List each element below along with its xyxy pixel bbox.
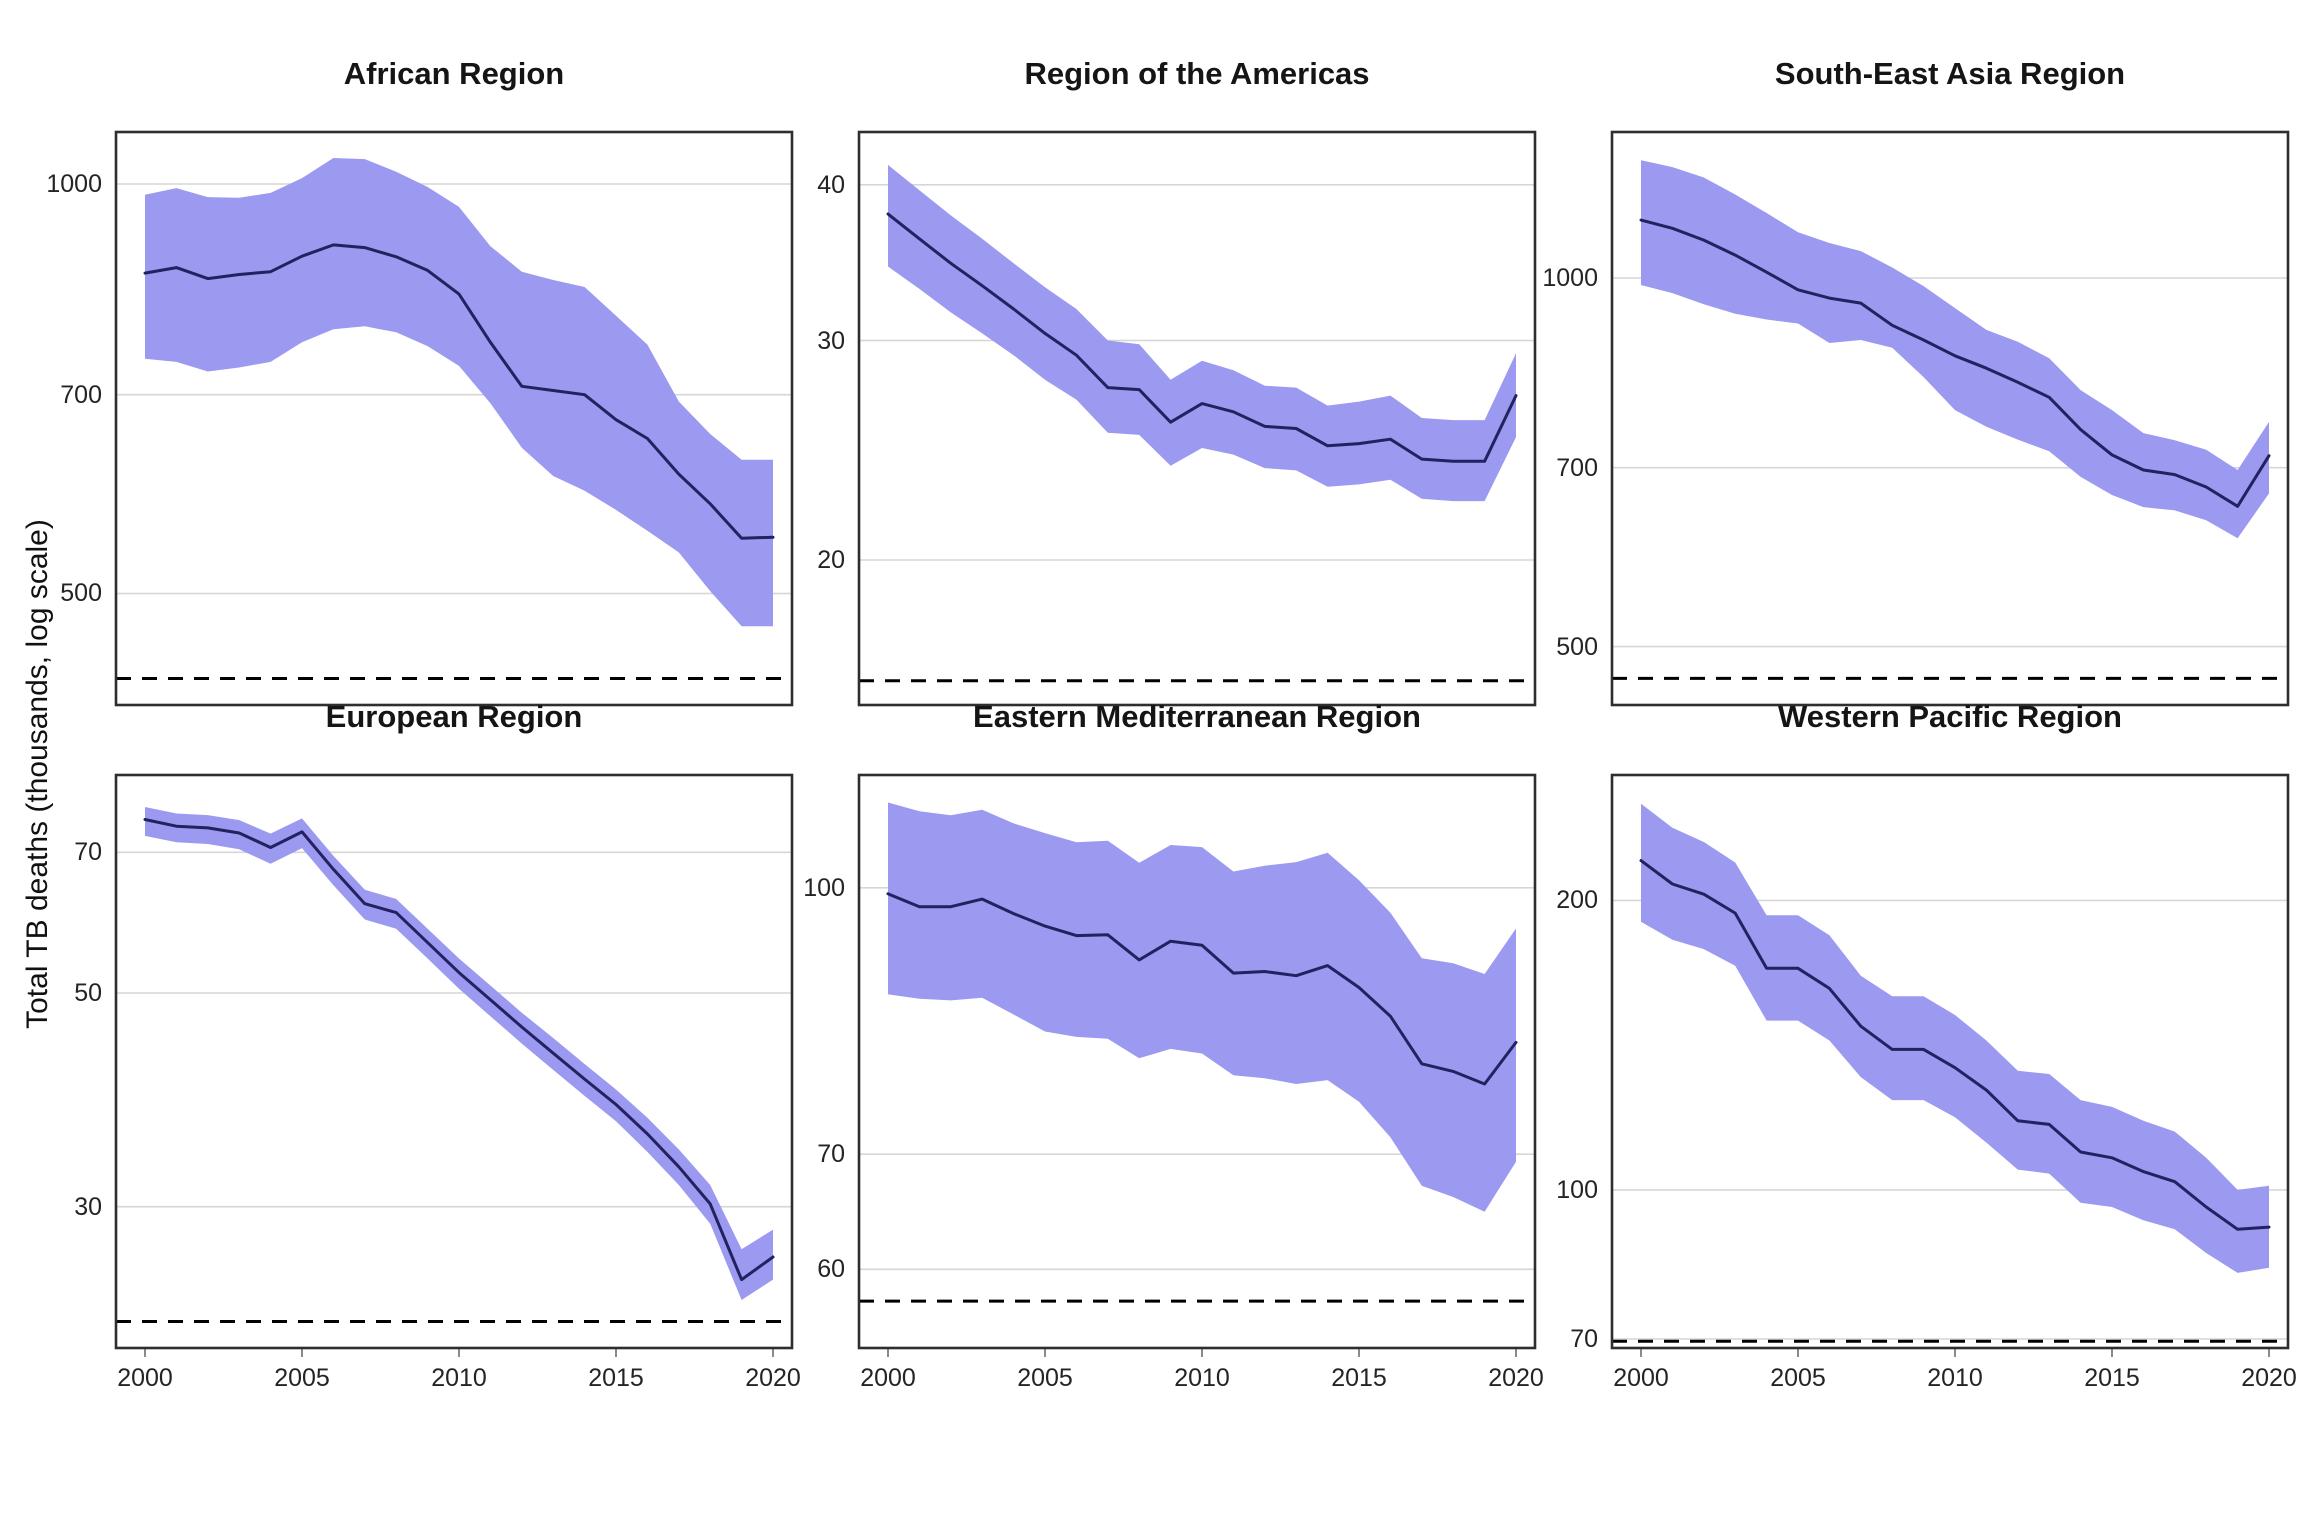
panel-title: Region of the Americas bbox=[1024, 56, 1370, 91]
panel-title: European Region bbox=[325, 699, 583, 734]
x-tick-label: 2000 bbox=[1613, 1364, 1669, 1392]
y-tick-label: 700 bbox=[60, 380, 102, 409]
facet-svg bbox=[857, 773, 1537, 1357]
panel-border bbox=[1610, 773, 2290, 1350]
panel-title: Eastern Mediterranean Region bbox=[973, 699, 1421, 734]
x-tick-label: 2005 bbox=[274, 1364, 330, 1392]
plot-area-south-east-asia-region bbox=[1610, 130, 2290, 707]
y-tick-label: 1000 bbox=[1542, 264, 1598, 293]
y-tick-label: 20 bbox=[817, 546, 845, 574]
panel-border bbox=[857, 130, 1537, 707]
uncertainty-ribbon bbox=[1641, 160, 2269, 539]
panel-african-region: African Region 1000 700 500 bbox=[46, 56, 794, 707]
y-tick-label: 30 bbox=[74, 1192, 102, 1221]
panel-border bbox=[1610, 130, 2290, 707]
facet-svg bbox=[1610, 130, 2290, 707]
y-tick-label: 1000 bbox=[46, 169, 102, 198]
x-tick-label: 2015 bbox=[1331, 1364, 1387, 1392]
facet-svg bbox=[114, 773, 794, 1357]
panel-eastern-mediterranean-region: Eastern Mediterranean Region 100 70 60 2000… bbox=[803, 699, 1544, 1392]
y-tick-label: 100 bbox=[803, 873, 845, 902]
mean-line bbox=[1639, 218, 2271, 508]
x-tick-label: 2005 bbox=[1770, 1364, 1826, 1392]
y-tick-label: 40 bbox=[817, 170, 845, 199]
mean-line bbox=[886, 892, 1518, 1086]
x-tick-label: 2020 bbox=[745, 1364, 801, 1392]
y-tick-label: 60 bbox=[817, 1255, 845, 1284]
x-tick-label: 2010 bbox=[1927, 1364, 1983, 1392]
uncertainty-ribbon bbox=[145, 158, 773, 627]
x-tick-label: 2015 bbox=[2084, 1364, 2140, 1392]
plot-area-european-region bbox=[114, 773, 794, 1357]
plot-area-western-pacific-region bbox=[1610, 773, 2290, 1357]
x-tick-label: 2005 bbox=[1017, 1364, 1073, 1392]
x-tick-label: 2015 bbox=[588, 1364, 644, 1392]
y-tick-label: 70 bbox=[74, 838, 102, 867]
panel-title: Western Pacific Region bbox=[1778, 699, 2122, 734]
x-tick-label: 2020 bbox=[2241, 1364, 2297, 1392]
x-tick-label: 2000 bbox=[117, 1364, 173, 1392]
x-tick-label: 2010 bbox=[1174, 1364, 1230, 1392]
facet-svg bbox=[1610, 773, 2290, 1357]
uncertainty-ribbon bbox=[145, 807, 773, 1300]
mean-line bbox=[1639, 859, 2271, 1231]
mean-line bbox=[143, 243, 775, 540]
panel-south-east-asia-region: South-East Asia Region 1000 700 500 bbox=[1542, 56, 2290, 707]
mean-line bbox=[886, 212, 1518, 463]
facet-svg bbox=[114, 130, 794, 707]
facet-svg bbox=[857, 130, 1537, 707]
panel-western-pacific-region: Western Pacific Region 200 100 70 2000 2005 2… bbox=[1556, 699, 2297, 1392]
x-tick-label: 2000 bbox=[860, 1364, 916, 1392]
mean-line bbox=[143, 818, 775, 1282]
panel-title: South-East Asia Region bbox=[1774, 56, 2126, 91]
panel-border bbox=[114, 773, 794, 1350]
plot-area-eastern-mediterranean-region bbox=[857, 773, 1537, 1357]
plot-area-region-of-the-americas bbox=[857, 130, 1537, 707]
y-axis-label: Total TB deaths (thousands, log scale) bbox=[21, 519, 54, 1029]
panel-european-region: European Region 70 50 30 2000 2005 2010 2015 20… bbox=[74, 699, 801, 1392]
y-tick-label: 700 bbox=[1556, 453, 1598, 482]
uncertainty-ribbon bbox=[1641, 803, 2269, 1273]
y-tick-label: 30 bbox=[817, 326, 845, 355]
plot-area-african-region bbox=[114, 130, 794, 707]
y-tick-label: 70 bbox=[817, 1140, 845, 1169]
panel-border bbox=[857, 773, 1537, 1350]
y-tick-label: 70 bbox=[1570, 1324, 1598, 1353]
uncertainty-ribbon bbox=[888, 802, 1516, 1212]
y-tick-label: 500 bbox=[1556, 632, 1598, 661]
y-tick-label: 100 bbox=[1556, 1175, 1598, 1204]
x-tick-label: 2020 bbox=[1488, 1364, 1544, 1392]
uncertainty-ribbon bbox=[888, 164, 1516, 502]
y-tick-label: 500 bbox=[60, 579, 102, 608]
panel-title: African Region bbox=[343, 56, 565, 91]
y-tick-label: 50 bbox=[74, 979, 102, 1007]
y-tick-label: 200 bbox=[1556, 886, 1598, 915]
x-tick-label: 2010 bbox=[431, 1364, 487, 1392]
panel-region-of-the-americas: Region of the Americas 40 30 20 bbox=[817, 56, 1537, 707]
panel-border bbox=[114, 130, 794, 707]
